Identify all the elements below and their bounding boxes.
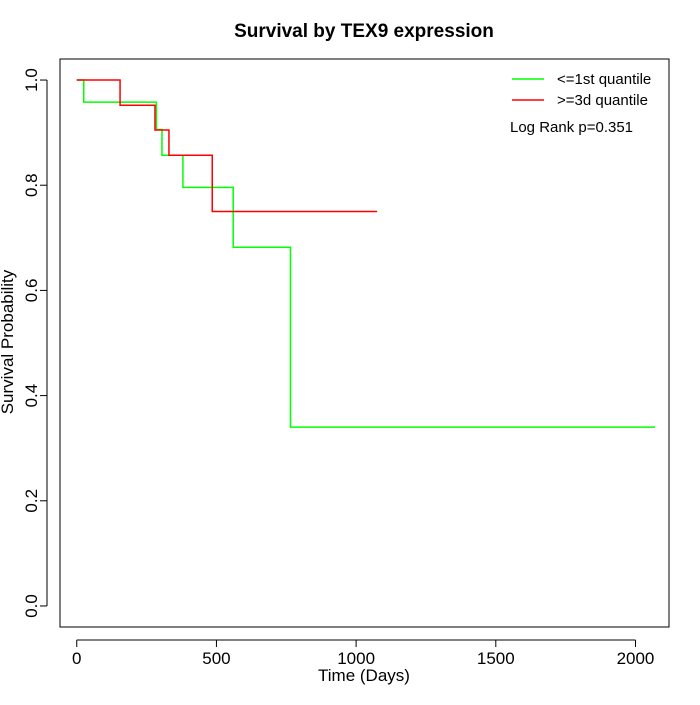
y-tick-label: 1.0 <box>22 68 41 92</box>
x-tick-label: 1500 <box>477 649 515 668</box>
legend-entry-label: <=1st quantile <box>557 71 651 88</box>
y-axis-label: Survival Probability <box>0 269 17 414</box>
x-tick-label: 1000 <box>337 649 375 668</box>
x-tick-label: 500 <box>202 649 230 668</box>
legend-entry-label: >=3d quantile <box>557 92 648 109</box>
y-tick-label: 0.2 <box>22 489 41 513</box>
plot-frame <box>59 58 670 628</box>
y-tick-label: 0.0 <box>22 594 41 618</box>
x-tick-label: 0 <box>72 649 81 668</box>
plot-area: 0 500 1000 1500 2000 0.0 0.2 0.4 0.6 0.8 1.0 <=1st … <box>22 58 670 668</box>
series-line-high <box>76 79 378 213</box>
x-tick-label: 2000 <box>617 649 655 668</box>
x-axis-label: Time (Days) <box>318 666 410 685</box>
chart-title: Survival by TEX9 expression <box>234 21 494 42</box>
log-rank-annotation: Log Rank p=0.351 <box>510 119 633 136</box>
y-tick-label: 0.4 <box>22 384 41 408</box>
y-tick-label: 0.6 <box>22 279 41 303</box>
y-tick-label: 0.8 <box>22 173 41 197</box>
